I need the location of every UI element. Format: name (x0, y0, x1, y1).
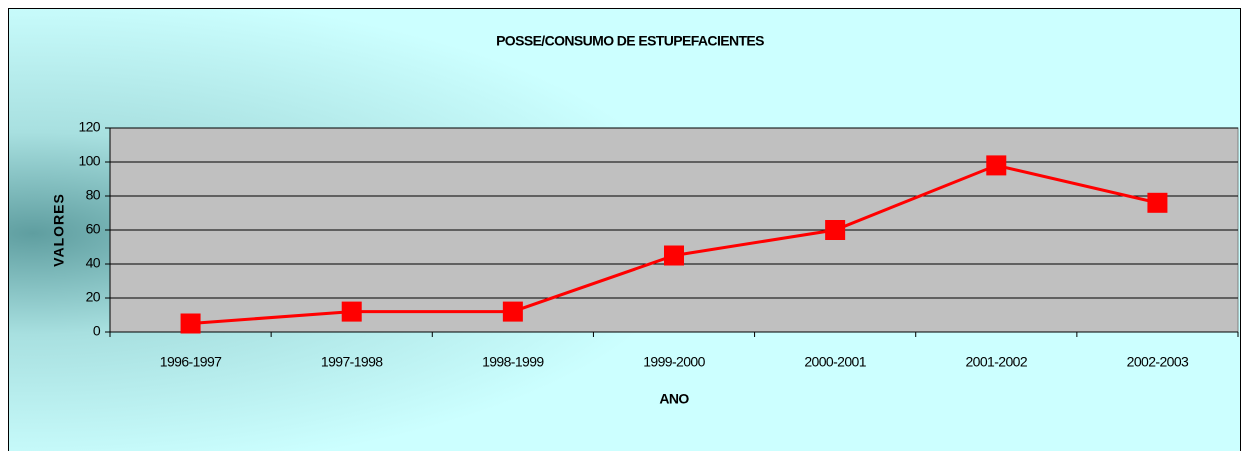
marker (825, 220, 846, 240)
y-tick-label: 80 (86, 187, 101, 203)
marker (180, 313, 201, 334)
x-tick-label: 2000-2001 (804, 354, 866, 370)
x-tick-label: 1999-2000 (643, 354, 705, 370)
x-axis-title: ANO (659, 391, 689, 407)
y-axis-title: VALORES (51, 193, 67, 267)
chart-title: POSSE/CONSUMO DE ESTUPEFACIENTES (496, 33, 764, 49)
marker (1147, 192, 1168, 213)
y-tick-label: 20 (86, 289, 101, 305)
y-tick-label: 0 (93, 323, 101, 339)
x-tick-label: 2002-2003 (1127, 354, 1189, 370)
y-tick-label: 40 (86, 255, 101, 271)
marker (341, 301, 362, 322)
x-tick-label: 1997-1998 (321, 354, 383, 370)
y-tick-label: 60 (86, 221, 101, 237)
marker (502, 301, 523, 322)
x-tick-label: 1998-1999 (482, 354, 544, 370)
x-tick-label: 1996-1997 (160, 354, 222, 370)
marker (986, 155, 1007, 176)
x-tick-label: 2001-2002 (966, 354, 1028, 370)
y-tick-label: 120 (78, 119, 100, 135)
y-tick-label: 100 (78, 153, 100, 169)
marker (664, 245, 684, 266)
